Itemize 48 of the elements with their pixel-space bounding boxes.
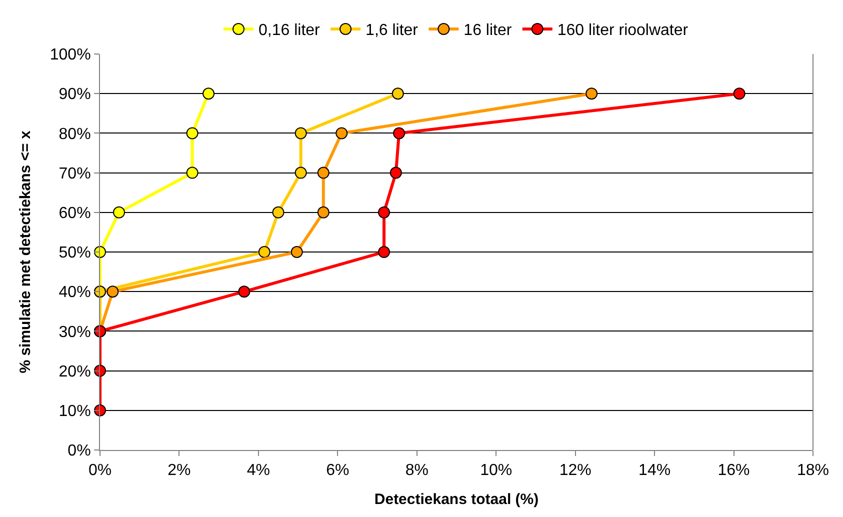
point [390, 166, 402, 179]
y-axis-title: % simulatie met detectiekans <= x [17, 130, 34, 374]
x-axis-title: Detectiekans totaal (%) [374, 491, 539, 508]
point [238, 286, 250, 298]
y-tick-label: 90% [58, 86, 91, 104]
point [258, 246, 270, 258]
point [272, 206, 284, 218]
x-tick-label: 14% [638, 462, 671, 480]
point [294, 127, 307, 140]
y-tick-label: 20% [58, 363, 91, 380]
point [317, 206, 330, 218]
x-tick-label: 2% [168, 462, 191, 480]
legend-label: 16 liter [464, 22, 512, 40]
y-tick-label: 100% [50, 46, 91, 64]
x-tick-label: 16% [718, 462, 750, 480]
y-tick-label: 40% [58, 284, 91, 302]
x-tick-label: 12% [559, 462, 592, 480]
legend-label: 160 liter rioolwater [557, 22, 689, 40]
point [317, 166, 330, 179]
x-tick-label: 0% [88, 462, 112, 480]
point [336, 127, 348, 140]
point [290, 246, 303, 258]
y-tick-label: 0% [68, 442, 91, 460]
y-tick-label: 80% [58, 126, 91, 143]
point [113, 206, 126, 218]
point [106, 286, 119, 298]
y-tick-label: 10% [58, 403, 91, 420]
point [186, 127, 198, 140]
point [378, 246, 390, 258]
point [378, 206, 390, 218]
point [733, 88, 746, 100]
y-tick-label: 70% [58, 165, 91, 182]
point [186, 166, 198, 179]
x-tick-label: 8% [405, 462, 428, 480]
y-tick-label: 30% [58, 324, 91, 341]
legend-label: 0,16 liter [258, 22, 321, 40]
point [392, 88, 404, 100]
point [393, 127, 406, 140]
point [294, 166, 307, 179]
x-tick-label: 4% [246, 462, 270, 480]
point [202, 88, 215, 100]
y-tick-label: 50% [58, 244, 91, 262]
y-tick-label: 60% [58, 205, 91, 222]
legend-label: 1,6 liter [366, 22, 419, 40]
x-tick-label: 6% [326, 462, 350, 480]
point [586, 88, 598, 100]
x-tick-label: 10% [480, 462, 512, 480]
x-tick-label: 18% [796, 462, 830, 480]
